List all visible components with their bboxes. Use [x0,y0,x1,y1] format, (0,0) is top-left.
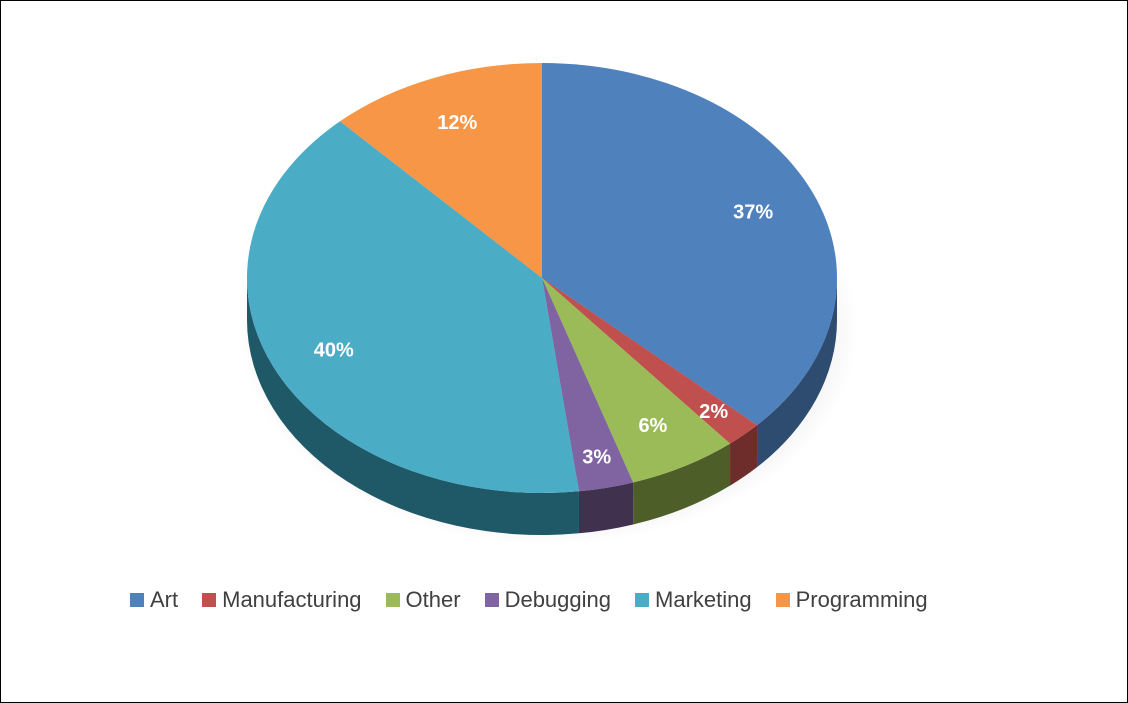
pie-slice-debugging [542,278,634,492]
pie-slice-other [542,278,731,483]
data-label-other: 6% [638,415,667,437]
legend-label: Programming [795,587,928,612]
pie-slice-marketing [246,121,579,494]
legend-swatch [484,593,499,607]
legend-item-marketing: Marketing [635,587,752,613]
legend-item-debugging: Debugging [484,587,612,613]
pie-sides [247,278,837,536]
data-label-marketing: 40% [314,339,354,361]
legend-label: Marketing [655,587,752,612]
legend-swatch [635,593,650,607]
pie-slice-art [542,63,837,426]
legend-swatch [130,593,144,607]
legend-label: Debugging [504,587,612,612]
data-label-art: 37% [733,201,773,223]
data-label-debugging: 3% [582,446,611,468]
legend-label: Other [405,587,461,612]
legend-item-programming: Programming [775,587,928,613]
pie-side-debugging [578,482,634,534]
pie-slice-programming [340,62,542,278]
legend-swatch [775,593,790,607]
pie-tops [246,62,837,494]
legend-label: Manufacturing [222,587,362,612]
data-label-manufacturing: 2% [699,401,728,423]
pie-side-marketing [247,278,579,536]
legend-label: Art [150,587,179,612]
legend-swatch [385,593,400,607]
data-label-programming: 12% [437,112,477,134]
pie-slice-manufacturing [542,278,758,444]
legend-swatch [202,593,217,607]
legend: Art Manufacturing Other Debugging Marketing P… [130,586,952,614]
pie-labels: 37% 2% 6% 3% 40% 12% [314,112,774,468]
legend-item-other: Other [385,587,461,613]
pie-side-art [757,278,837,468]
legend-item-art: Art [130,587,178,613]
pie-side-manufacturing [730,425,758,486]
legend-item-manufacturing: Manufacturing [202,587,362,613]
pie-side-other [633,443,731,525]
